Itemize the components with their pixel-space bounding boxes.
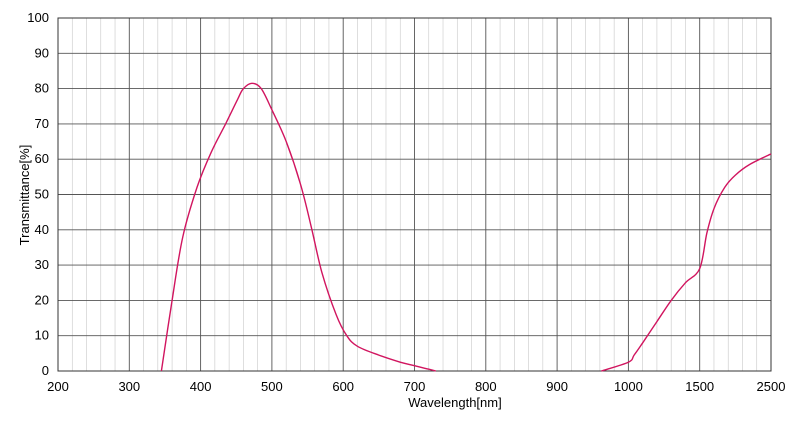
y-tick-label: 70: [35, 116, 49, 131]
y-tick-label: 0: [42, 363, 49, 378]
y-tick-label: 100: [27, 10, 49, 25]
x-tick-label: 300: [118, 379, 140, 394]
y-tick-label: 30: [35, 257, 49, 272]
y-tick-label: 50: [35, 187, 49, 202]
major-grid: [58, 18, 771, 371]
transmittance-curve-1: [160, 82, 437, 372]
y-tick-label: 10: [35, 328, 49, 343]
curves: [160, 82, 772, 372]
y-tick-label: 60: [35, 151, 49, 166]
x-tick-label: 200: [47, 379, 69, 394]
x-tick-label: 1500: [685, 379, 714, 394]
x-tick-label: 500: [261, 379, 283, 394]
x-tick-label: 600: [332, 379, 354, 394]
x-axis-label: Wavelength[nm]: [408, 395, 501, 410]
x-tick-labels: 200 300 400 500 600 700 800 900 1000 1500 2500: [47, 379, 785, 394]
y-tick-label: 20: [35, 292, 49, 307]
plot-frame: [57, 17, 772, 372]
y-tick-label: 90: [35, 45, 49, 60]
y-tick-label: 40: [35, 222, 49, 237]
x-tick-label: 800: [475, 379, 497, 394]
y-tick-label: 80: [35, 81, 49, 96]
x-tick-label: 900: [546, 379, 568, 394]
x-tick-label: 1000: [614, 379, 643, 394]
y-tick-labels: 0 10 20 30 40 50 60 70 80 90 100: [27, 10, 49, 378]
transmittance-curve-2: [601, 153, 772, 372]
x-tick-label: 400: [190, 379, 212, 394]
x-tick-label: 2500: [757, 379, 786, 394]
x-tick-label: 700: [404, 379, 426, 394]
y-axis-label: Transmittance[%]: [17, 145, 32, 246]
